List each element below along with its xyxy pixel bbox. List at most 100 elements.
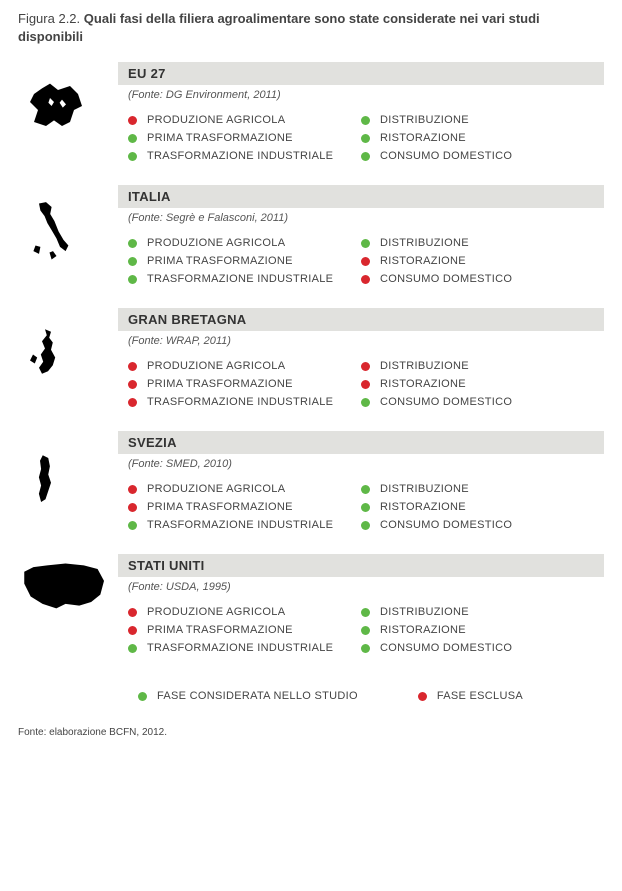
phases-grid: PRODUZIONE AGRICOLA PRIMA TRASFORMAZIONE T… bbox=[118, 357, 604, 421]
phase-row: PRODUZIONE AGRICOLA bbox=[128, 111, 361, 129]
phase-row: DISTRIBUZIONE bbox=[361, 234, 594, 252]
region-header: SVEZIA bbox=[118, 431, 604, 454]
map-silhouette-icon bbox=[18, 308, 118, 421]
map-silhouette-icon bbox=[18, 62, 118, 175]
phases-column: PRODUZIONE AGRICOLA PRIMA TRASFORMAZIONE T… bbox=[128, 603, 361, 657]
phase-label: PRODUZIONE AGRICOLA bbox=[147, 483, 285, 495]
region-source: (Fonte: WRAP, 2011) bbox=[118, 331, 604, 357]
phase-row: DISTRIBUZIONE bbox=[361, 111, 594, 129]
footer-note: Fonte: elaborazione BCFN, 2012. bbox=[18, 727, 604, 738]
phase-label: TRASFORMAZIONE INDUSTRIALE bbox=[147, 150, 333, 162]
region-source: (Fonte: DG Environment, 2011) bbox=[118, 85, 604, 111]
phase-label: PRIMA TRASFORMAZIONE bbox=[147, 378, 293, 390]
dot-red-icon bbox=[361, 362, 370, 371]
phase-row: PRIMA TRASFORMAZIONE bbox=[128, 129, 361, 147]
phases-column: DISTRIBUZIONERISTORAZIONE CONSUMO DOMESTI… bbox=[361, 603, 594, 657]
dot-green-icon bbox=[361, 503, 370, 512]
phase-row: PRIMA TRASFORMAZIONE bbox=[128, 621, 361, 639]
dot-green-icon bbox=[128, 644, 137, 653]
phase-row: CONSUMO DOMESTICO bbox=[361, 147, 594, 165]
phase-label: CONSUMO DOMESTICO bbox=[380, 273, 512, 285]
phase-row: CONSUMO DOMESTICO bbox=[361, 639, 594, 657]
phase-label: PRIMA TRASFORMAZIONE bbox=[147, 255, 293, 267]
dot-green-icon bbox=[361, 116, 370, 125]
phases-column: PRODUZIONE AGRICOLA PRIMA TRASFORMAZIONE T… bbox=[128, 357, 361, 411]
dot-green-icon bbox=[361, 644, 370, 653]
legend-excluded: FASE ESCLUSA bbox=[418, 687, 523, 705]
phase-label: RISTORAZIONE bbox=[380, 255, 466, 267]
phase-row: RISTORAZIONE bbox=[361, 621, 594, 639]
phase-label: PRIMA TRASFORMAZIONE bbox=[147, 501, 293, 513]
dot-red-icon bbox=[128, 362, 137, 371]
phase-label: PRODUZIONE AGRICOLA bbox=[147, 360, 285, 372]
phase-label: CONSUMO DOMESTICO bbox=[380, 150, 512, 162]
region-header: EU 27 bbox=[118, 62, 604, 85]
phase-label: DISTRIBUZIONE bbox=[380, 483, 469, 495]
region-content: EU 27(Fonte: DG Environment, 2011)PRODUZ… bbox=[118, 62, 604, 175]
phases-column: DISTRIBUZIONE RISTORAZIONE CONSUMO DOMESTI… bbox=[361, 234, 594, 288]
region-block: STATI UNITI(Fonte: USDA, 1995)PRODUZIONE… bbox=[18, 554, 604, 667]
phase-label: PRODUZIONE AGRICOLA bbox=[147, 237, 285, 249]
dot-green-icon bbox=[361, 608, 370, 617]
region-header: GRAN BRETAGNA bbox=[118, 308, 604, 331]
dot-green-icon bbox=[361, 626, 370, 635]
region-block: ITALIA(Fonte: Segrè e Falasconi, 2011)PR… bbox=[18, 185, 604, 298]
dot-red-icon bbox=[128, 608, 137, 617]
phase-row: CONSUMO DOMESTICO bbox=[361, 516, 594, 534]
region-block: EU 27(Fonte: DG Environment, 2011)PRODUZ… bbox=[18, 62, 604, 175]
phase-label: RISTORAZIONE bbox=[380, 378, 466, 390]
phase-row: CONSUMO DOMESTICO bbox=[361, 270, 594, 288]
dot-green-icon bbox=[128, 521, 137, 530]
figure-label: Figura 2.2. bbox=[18, 11, 80, 26]
region-header: STATI UNITI bbox=[118, 554, 604, 577]
phase-row: CONSUMO DOMESTICO bbox=[361, 393, 594, 411]
phase-row: PRODUZIONE AGRICOLA bbox=[128, 234, 361, 252]
phase-label: RISTORAZIONE bbox=[380, 501, 466, 513]
phase-row: TRASFORMAZIONE INDUSTRIALE bbox=[128, 639, 361, 657]
phase-row: DISTRIBUZIONE bbox=[361, 357, 594, 375]
phase-label: PRIMA TRASFORMAZIONE bbox=[147, 132, 293, 144]
phase-label: PRIMA TRASFORMAZIONE bbox=[147, 624, 293, 636]
phase-row: DISTRIBUZIONE bbox=[361, 480, 594, 498]
phase-label: RISTORAZIONE bbox=[380, 132, 466, 144]
phase-label: CONSUMO DOMESTICO bbox=[380, 642, 512, 654]
dot-red-icon bbox=[361, 275, 370, 284]
regions-container: EU 27(Fonte: DG Environment, 2011)PRODUZ… bbox=[18, 62, 604, 667]
phases-grid: PRODUZIONE AGRICOLA PRIMA TRASFORMAZIONE T… bbox=[118, 111, 604, 175]
legend: FASE CONSIDERATA NELLO STUDIO FASE ESCLU… bbox=[18, 677, 604, 721]
legend-excluded-label: FASE ESCLUSA bbox=[437, 690, 523, 702]
region-content: SVEZIA(Fonte: SMED, 2010) PRODUZIONE AGRI… bbox=[118, 431, 604, 544]
region-content: GRAN BRETAGNA(Fonte: WRAP, 2011)PRODUZIO… bbox=[118, 308, 604, 421]
phase-row: DISTRIBUZIONE bbox=[361, 603, 594, 621]
dot-red-icon bbox=[361, 380, 370, 389]
dot-green-icon bbox=[128, 275, 137, 284]
phase-row: PRIMA TRASFORMAZIONE bbox=[128, 375, 361, 393]
legend-included: FASE CONSIDERATA NELLO STUDIO bbox=[138, 687, 358, 705]
dot-green-icon bbox=[128, 152, 137, 161]
dot-green-icon bbox=[361, 239, 370, 248]
phase-row: PRODUZIONE AGRICOLA bbox=[128, 603, 361, 621]
map-silhouette-icon bbox=[18, 554, 118, 667]
phase-row: RISTORAZIONE bbox=[361, 375, 594, 393]
region-source: (Fonte: SMED, 2010) bbox=[118, 454, 604, 480]
phases-column: PRODUZIONE AGRICOLAPRIMA TRASFORMAZIONET… bbox=[128, 234, 361, 288]
phase-label: PRODUZIONE AGRICOLA bbox=[147, 114, 285, 126]
dot-red-icon bbox=[128, 380, 137, 389]
phase-row: TRASFORMAZIONE INDUSTRIALE bbox=[128, 147, 361, 165]
phases-column: PRODUZIONE AGRICOLA PRIMA TRASFORMAZIONE T… bbox=[128, 111, 361, 165]
phase-row: TRASFORMAZIONE INDUSTRIALE bbox=[128, 393, 361, 411]
dot-red-icon bbox=[128, 626, 137, 635]
region-block: GRAN BRETAGNA(Fonte: WRAP, 2011)PRODUZIO… bbox=[18, 308, 604, 421]
dot-red-icon bbox=[128, 503, 137, 512]
phase-row: PRODUZIONE AGRICOLA bbox=[128, 480, 361, 498]
dot-green-icon bbox=[128, 257, 137, 266]
phases-grid: PRODUZIONE AGRICOLAPRIMA TRASFORMAZIONET… bbox=[118, 480, 604, 544]
phases-column: PRODUZIONE AGRICOLAPRIMA TRASFORMAZIONET… bbox=[128, 480, 361, 534]
figure-title: Figura 2.2. Quali fasi della filiera agr… bbox=[18, 10, 604, 46]
dot-red-icon bbox=[361, 257, 370, 266]
map-silhouette-icon bbox=[18, 185, 118, 298]
dot-red-icon bbox=[128, 398, 137, 407]
phases-column: DISTRIBUZIONE RISTORAZIONE CONSUMO DOMESTI… bbox=[361, 357, 594, 411]
phase-label: TRASFORMAZIONE INDUSTRIALE bbox=[147, 396, 333, 408]
region-block: SVEZIA(Fonte: SMED, 2010) PRODUZIONE AGRI… bbox=[18, 431, 604, 544]
